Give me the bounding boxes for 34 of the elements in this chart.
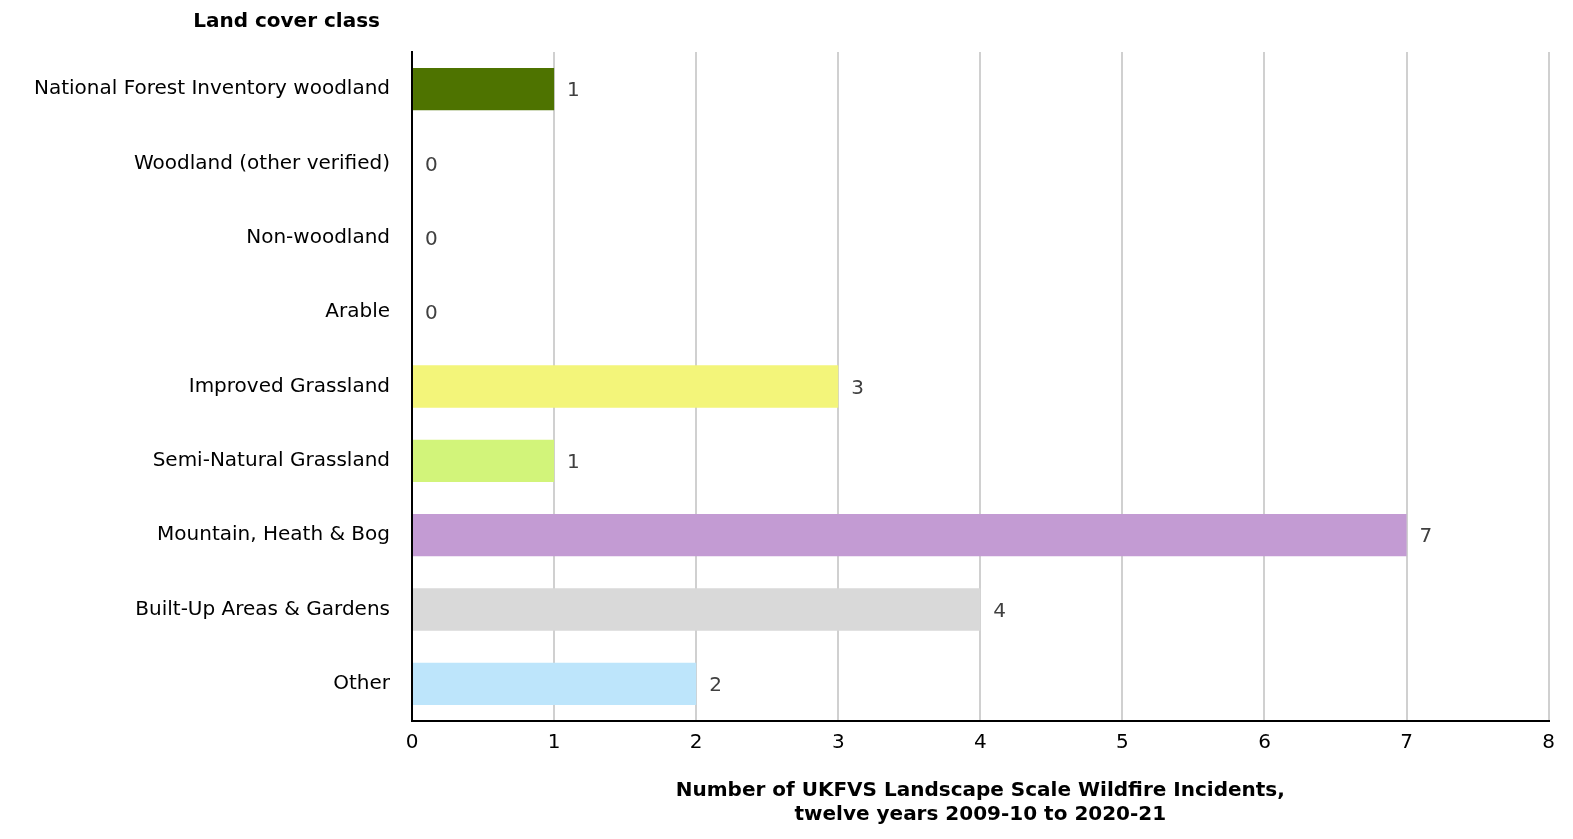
x-tick-label: 7 — [1400, 729, 1413, 754]
y-tick-label: Non-woodland — [246, 224, 391, 249]
x-tick-label: 3 — [831, 729, 845, 754]
bar — [413, 365, 839, 408]
data-label: 7 — [1419, 523, 1433, 548]
x-tick-label: 5 — [1116, 729, 1129, 754]
data-label: 2 — [709, 672, 722, 697]
x-tick-label: 4 — [973, 729, 987, 754]
data-label: 0 — [425, 226, 438, 251]
bar — [413, 662, 697, 706]
x-tick-label: 1 — [547, 729, 561, 754]
y-tick-label: Semi-Natural Grassland — [152, 447, 391, 472]
data-label: 0 — [425, 151, 438, 176]
data-label: 1 — [567, 449, 580, 474]
y-tick-label: Woodland (other verified) — [133, 149, 391, 174]
y-tick-label: National Forest Inventory woodland — [33, 75, 391, 100]
data-label: 3 — [851, 374, 864, 399]
bar — [413, 513, 1407, 557]
x-tick-label: 8 — [1542, 729, 1555, 754]
data-label: 1 — [567, 77, 580, 102]
x-tick-label: 2 — [689, 729, 703, 754]
data-label: 0 — [425, 300, 438, 325]
y-tick-label: Built-Up Areas & Gardens — [135, 595, 391, 620]
bar — [413, 67, 555, 111]
x-axis-title: Number of UKFVS Landscape Scale Wildfire Incidents, twelve years 2009-10 to 2020-21 — [675, 777, 1285, 826]
y-tick-label: Arable — [325, 298, 391, 323]
y-tick-label: Improved Grassland — [188, 372, 391, 397]
y-tick-label: Mountain, Heath & Bog — [157, 521, 391, 546]
data-label: 4 — [993, 597, 1007, 622]
x-tick-label: 0 — [405, 729, 419, 754]
x-tick-label: 6 — [1258, 729, 1271, 754]
bar — [413, 439, 555, 483]
y-axis-title: Land cover class — [193, 8, 381, 33]
y-tick-label: Other — [333, 670, 391, 695]
